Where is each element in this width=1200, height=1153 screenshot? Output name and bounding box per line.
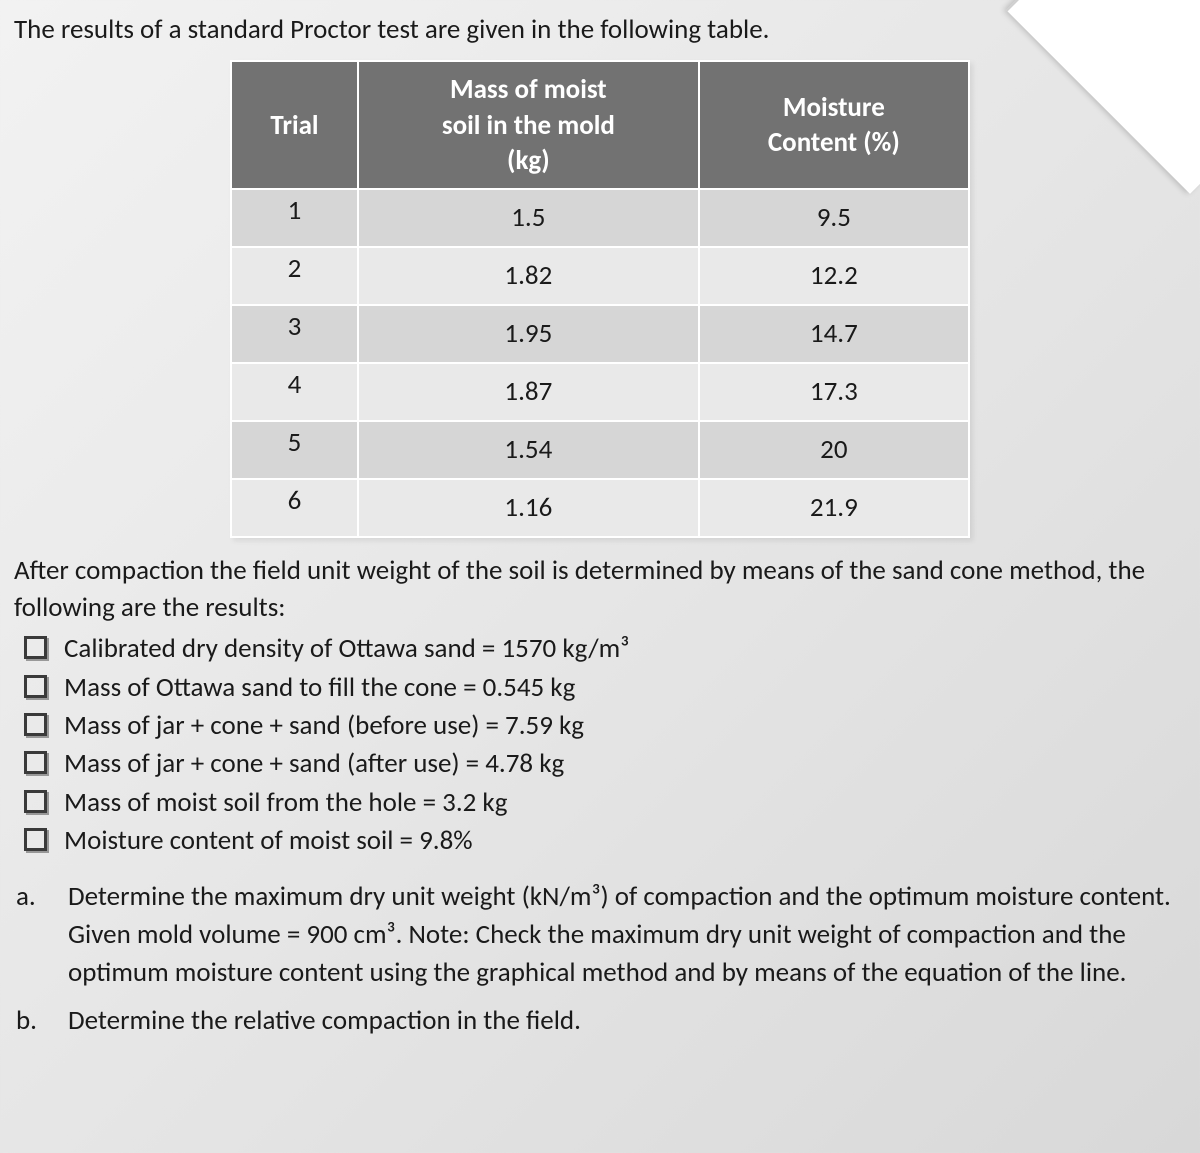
list-item: Mass of jar + cone + sand (before use) =…: [20, 707, 1186, 745]
question-letter: a.: [16, 878, 36, 916]
cell-mass: 1.16: [358, 479, 699, 537]
page-corner-fold: [1006, 0, 1200, 194]
checkbox-icon: [24, 636, 47, 659]
bullet-text: Moisture content of moist soil = 9.8%: [64, 824, 473, 857]
proctor-table: Trial Mass of moistsoil in the mold(kg) …: [230, 60, 970, 537]
cell-mass: 1.87: [358, 363, 699, 421]
list-item: Mass of Ottawa sand to fill the cone = 0…: [20, 669, 1186, 707]
cell-mass: 1.5: [358, 189, 699, 247]
cell-moisture: 14.7: [699, 305, 969, 363]
question-b: b. Determine the relative compaction in …: [14, 1002, 1186, 1040]
col-trial: Trial: [231, 61, 358, 188]
table-row: 2 1.82 12.2: [231, 247, 969, 305]
col-moisture: MoistureContent (%): [699, 61, 969, 188]
bullet-text: Mass of jar + cone + sand (before use) =…: [64, 709, 584, 742]
questions-list: a. Determine the maximum dry unit weight…: [14, 878, 1186, 1039]
list-item: Moisture content of moist soil = 9.8%: [20, 822, 1186, 860]
checkbox-icon: [24, 751, 47, 774]
cell-trial: 1: [231, 189, 358, 247]
sand-cone-results-list: Calibrated dry density of Ottawa sand = …: [14, 630, 1186, 860]
list-item: Mass of jar + cone + sand (after use) = …: [20, 745, 1186, 783]
cell-moisture: 17.3: [699, 363, 969, 421]
intro-text: The results of a standard Proctor test a…: [14, 12, 1186, 48]
col-mass: Mass of moistsoil in the mold(kg): [358, 61, 699, 188]
cell-trial: 4: [231, 363, 358, 421]
question-letter: b.: [16, 1002, 37, 1040]
table-row: 3 1.95 14.7: [231, 305, 969, 363]
post-table-text: After compaction the field unit weight o…: [14, 552, 1186, 627]
table-row: 6 1.16 21.9: [231, 479, 969, 537]
cell-moisture: 12.2: [699, 247, 969, 305]
bullet-text: Mass of jar + cone + sand (after use) = …: [64, 747, 564, 780]
table-body: 1 1.5 9.5 2 1.82 12.2 3 1.95 14.7 4 1.87…: [231, 189, 969, 537]
bullet-text: Mass of moist soil from the hole = 3.2 k…: [64, 786, 507, 819]
list-item: Mass of moist soil from the hole = 3.2 k…: [20, 784, 1186, 822]
cell-trial: 6: [231, 479, 358, 537]
question-text: Determine the relative compaction in the…: [68, 1004, 581, 1037]
bullet-text: Mass of Ottawa sand to fill the cone = 0…: [64, 671, 575, 704]
checkbox-icon: [24, 790, 47, 813]
table-header-row: Trial Mass of moistsoil in the mold(kg) …: [231, 61, 969, 188]
cell-moisture: 9.5: [699, 189, 969, 247]
table-row: 5 1.54 20: [231, 421, 969, 479]
col-mass-label: Mass of moistsoil in the mold(kg): [442, 73, 615, 176]
cell-mass: 1.95: [358, 305, 699, 363]
cell-trial: 2: [231, 247, 358, 305]
table-row: 4 1.87 17.3: [231, 363, 969, 421]
checkbox-icon: [24, 713, 47, 736]
cell-mass: 1.82: [358, 247, 699, 305]
cell-moisture: 20: [699, 421, 969, 479]
question-a: a. Determine the maximum dry unit weight…: [14, 878, 1186, 991]
cell-mass: 1.54: [358, 421, 699, 479]
cell-trial: 5: [231, 421, 358, 479]
cell-trial: 3: [231, 305, 358, 363]
list-item: Calibrated dry density of Ottawa sand = …: [20, 630, 1186, 668]
cell-moisture: 21.9: [699, 479, 969, 537]
checkbox-icon: [24, 828, 47, 851]
checkbox-icon: [24, 675, 47, 698]
table-row: 1 1.5 9.5: [231, 189, 969, 247]
bullet-text: Calibrated dry density of Ottawa sand = …: [64, 632, 629, 665]
question-text: Determine the maximum dry unit weight (k…: [68, 880, 1171, 989]
